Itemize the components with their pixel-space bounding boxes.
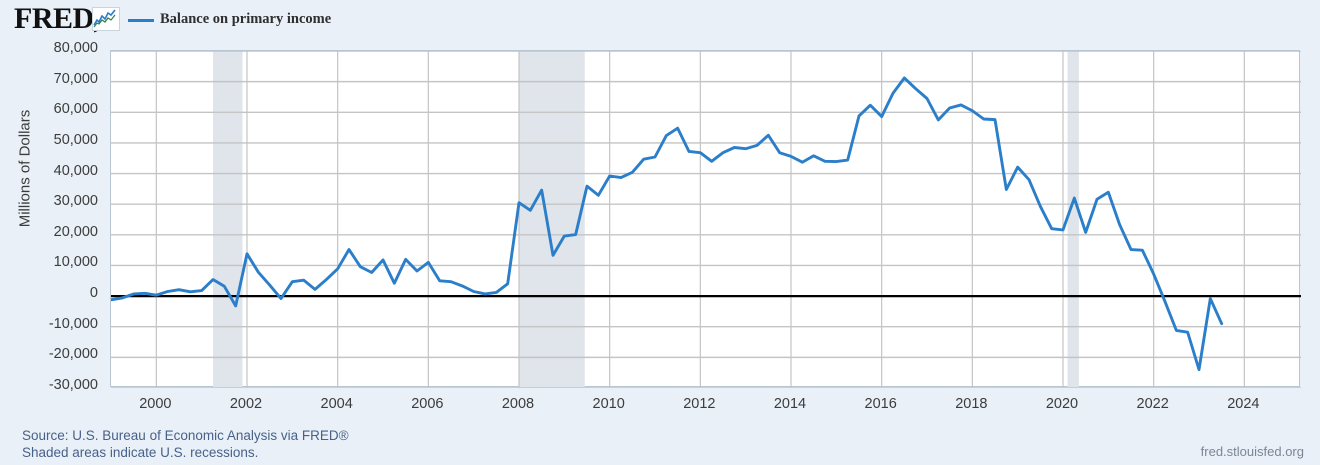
y-tick-label: 20,000 (53, 223, 98, 240)
plot-area[interactable] (110, 50, 1301, 388)
x-tick-label: 2018 (955, 396, 988, 412)
x-tick-label: 2000 (139, 396, 172, 412)
gridlines (111, 51, 1301, 388)
sparkline-icon (92, 7, 120, 31)
y-tick-label: -20,000 (48, 346, 98, 363)
legend-label[interactable]: Balance on primary income (160, 11, 332, 27)
recession-band (213, 51, 243, 388)
x-tick-label: 2020 (1045, 396, 1079, 412)
y-tick-label: 0 (89, 285, 98, 302)
recession-note: Shaded areas indicate U.S. recessions. (22, 445, 259, 460)
x-tick-label: 2022 (1136, 396, 1169, 412)
y-tick-label: 30,000 (53, 193, 98, 210)
y-tick-label: 40,000 (53, 162, 98, 179)
x-tick-label: 2004 (320, 396, 353, 412)
source-note: Source: U.S. Bureau of Economic Analysis… (22, 428, 349, 443)
y-tick-label: 50,000 (53, 131, 98, 148)
sparkline-icon-svg (93, 9, 116, 28)
x-tick-label: 2002 (229, 396, 263, 412)
chart-svg (111, 51, 1301, 388)
recession-band (1067, 51, 1079, 388)
y-tick-label: -30,000 (48, 377, 98, 393)
legend-swatch (128, 19, 154, 22)
x-tick-label: 2008 (501, 396, 535, 412)
chart-footnotes: Source: U.S. Bureau of Economic Analysis… (22, 427, 349, 461)
y-tick-label: 70,000 (53, 70, 98, 87)
fred-site-url: fred.stlouisfed.org (1200, 444, 1304, 459)
x-tick-label: 2024 (1227, 396, 1260, 412)
recession-bands (213, 51, 1079, 388)
x-tick-label: 2006 (411, 396, 444, 412)
y-tick-label: 80,000 (53, 40, 98, 56)
x-tick-label: 2012 (683, 396, 716, 412)
data-series-line[interactable] (111, 76, 1224, 372)
x-tick-label: 2014 (773, 396, 807, 412)
x-tick-label: 2016 (864, 396, 897, 412)
x-tick-label: 2010 (592, 396, 625, 412)
chart-header: FRED, Balance on primary income (0, 0, 1320, 38)
x-gridlines (155, 51, 1245, 388)
recession-band (519, 51, 585, 388)
fred-logo-text: FRED (14, 2, 94, 35)
y-tick-label: 10,000 (53, 254, 98, 271)
y-tick-label: -10,000 (48, 315, 98, 332)
y-tick-label: 60,000 (53, 101, 98, 118)
fred-logo[interactable]: FRED, (14, 4, 101, 34)
